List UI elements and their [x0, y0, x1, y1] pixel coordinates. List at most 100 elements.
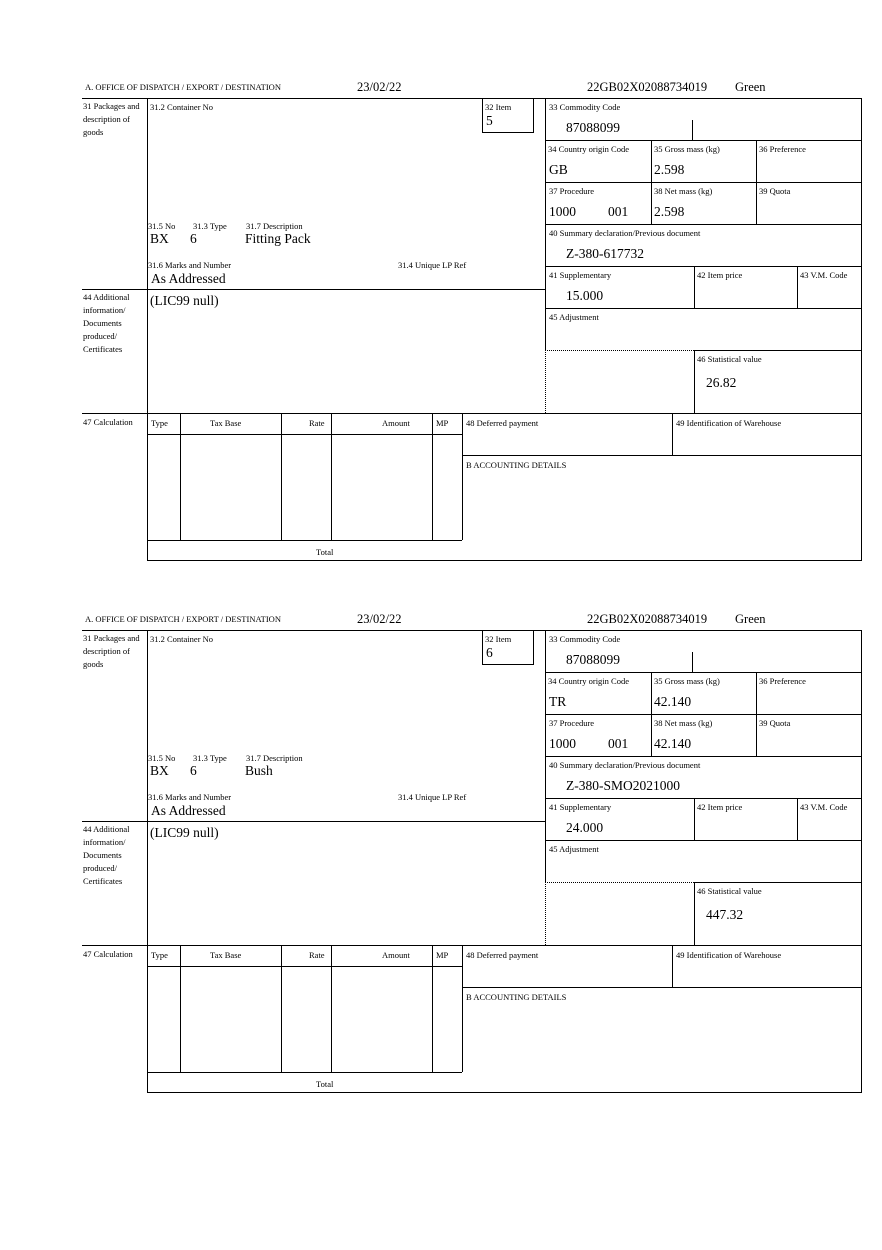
rate-header: Rate	[309, 418, 325, 428]
amount-header: Amount	[382, 418, 410, 428]
commodity-code-value: 87088099	[566, 120, 620, 135]
packages-label: 31 Packages and description of goods	[83, 101, 140, 137]
divider	[545, 224, 862, 225]
vm-code-label: 43 V.M. Code	[800, 802, 848, 812]
accounting-details-label: B ACCOUNTING DETAILS	[466, 992, 567, 1002]
pkg-type-value: 6	[190, 231, 197, 246]
supplementary-label: 41 Supplementary	[549, 270, 612, 280]
commodity-code-label: 33 Commodity Code	[549, 634, 621, 644]
country-origin-value: GB	[549, 162, 568, 177]
route: Green	[735, 80, 766, 94]
divider	[545, 182, 862, 183]
deferred-payment-label: 48 Deferred payment	[466, 950, 539, 960]
gross-mass-label: 35 Gross mass (kg)	[654, 144, 720, 154]
divider	[545, 308, 862, 309]
adjustment-label: 45 Adjustment	[549, 312, 599, 322]
net-mass-label: 38 Net mass (kg)	[654, 186, 713, 196]
divider	[545, 882, 546, 945]
gross-mass-label: 35 Gross mass (kg)	[654, 676, 720, 686]
divider	[482, 132, 534, 133]
additional-info-value: (LIC99 null)	[150, 825, 219, 840]
commodity-code-label: 33 Commodity Code	[549, 102, 621, 112]
divider	[147, 1092, 862, 1093]
divider	[147, 434, 462, 435]
divider	[533, 98, 534, 132]
reference: 22GB02X02088734019	[587, 612, 708, 626]
statistical-value-label: 46 Statistical value	[697, 354, 762, 364]
calculation-label: 47 Calculation	[83, 949, 133, 959]
divider	[651, 672, 652, 756]
divider	[861, 630, 862, 1092]
divider	[545, 350, 546, 413]
divider	[694, 882, 695, 945]
divider	[462, 945, 463, 1072]
packages-label: 31 Packages and description of goods	[83, 633, 140, 669]
procedure-extra-value: 001	[608, 736, 629, 751]
divider	[180, 413, 181, 540]
supplementary-value: 15.000	[566, 288, 604, 303]
country-origin-value: TR	[549, 694, 567, 709]
marks-value: As Addressed	[151, 271, 226, 286]
description-value: Bush	[245, 763, 273, 778]
tax-base-header: Tax Base	[210, 418, 242, 428]
marks-label: 31.6 Marks and Number	[148, 260, 232, 270]
statistical-value: 26.82	[706, 375, 737, 390]
gross-mass-value: 42.140	[654, 694, 692, 709]
divider	[672, 413, 673, 455]
divider	[545, 672, 862, 673]
divider	[545, 882, 694, 883]
procedure-label: 37 Procedure	[549, 718, 595, 728]
summary-declaration-value: Z-380-SMO2021000	[566, 778, 680, 793]
total-label: Total	[316, 1079, 334, 1089]
supplementary-value: 24.000	[566, 820, 604, 835]
divider	[147, 966, 462, 967]
divider	[82, 98, 862, 99]
divider	[82, 413, 862, 414]
divider	[331, 945, 332, 1072]
divider	[692, 652, 693, 672]
preference-label: 36 Preference	[759, 144, 806, 154]
summary-declaration-label: 40 Summary declaration/Previous document	[549, 760, 701, 770]
divider	[694, 798, 695, 840]
divider	[331, 413, 332, 540]
divider	[545, 840, 862, 841]
divider	[281, 945, 282, 1072]
warehouse-label: 49 Identification of Warehouse	[676, 950, 782, 960]
pkg-no-value: BX	[150, 231, 169, 246]
divider	[482, 98, 483, 132]
additional-info-label: 44 Additional information/ Documents pro…	[83, 824, 130, 886]
additional-info-label: 44 Additional information/ Documents pro…	[83, 292, 130, 354]
country-origin-label: 34 Country origin Code	[548, 676, 629, 686]
no-label: 31.5 No	[148, 753, 176, 763]
net-mass-value: 42.140	[654, 736, 692, 751]
divider	[281, 413, 282, 540]
calculation-label: 47 Calculation	[83, 417, 133, 427]
divider	[694, 266, 695, 308]
item-value: 6	[486, 645, 493, 660]
divider	[82, 945, 862, 946]
office-label: A. OFFICE OF DISPATCH / EXPORT / DESTINA…	[85, 82, 281, 92]
divider	[797, 266, 798, 308]
divider	[462, 987, 862, 988]
supplementary-label: 41 Supplementary	[549, 802, 612, 812]
divider	[545, 266, 862, 267]
divider	[545, 350, 694, 351]
rate-header: Rate	[309, 950, 325, 960]
amount-header: Amount	[382, 950, 410, 960]
unique-lp-ref-label: 31.4 Unique LP Ref	[398, 260, 467, 270]
accounting-details-label: B ACCOUNTING DETAILS	[466, 460, 567, 470]
divider	[694, 882, 862, 883]
divider	[462, 455, 862, 456]
divider	[82, 630, 862, 631]
mp-header: MP	[436, 950, 449, 960]
country-origin-label: 34 Country origin Code	[548, 144, 629, 154]
pkg-no-value: BX	[150, 763, 169, 778]
mp-header: MP	[436, 418, 449, 428]
preference-label: 36 Preference	[759, 676, 806, 686]
divider	[82, 289, 545, 290]
statistical-value: 447.32	[706, 907, 744, 922]
description-label: 31.7 Description	[246, 753, 303, 763]
divider	[147, 560, 862, 561]
divider	[82, 821, 545, 822]
